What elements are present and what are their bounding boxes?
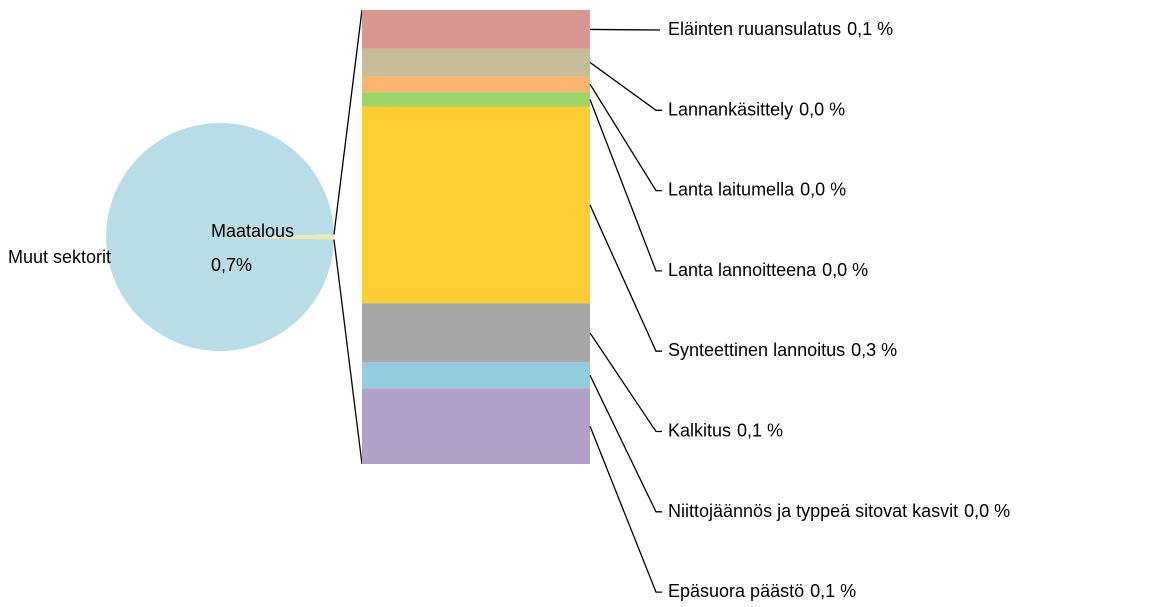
- value-label: 0,1 %: [737, 420, 783, 440]
- leader-line: [589, 28, 661, 31]
- value-label: 0,0 %: [799, 99, 845, 119]
- leader-line: [589, 332, 662, 433]
- bar-label: Eläinten ruuansulatus 0,1 %: [668, 19, 893, 39]
- value-label: 0,0 %: [800, 179, 846, 199]
- pie-label: Muut sektorit: [8, 247, 111, 267]
- bar-label: Niittojäännös ja typpeä sitovat kasvit 0,…: [668, 501, 1010, 521]
- category-label: Eläinten ruuansulatus: [668, 19, 841, 39]
- bar-label: Lanta laitumella 0,0 %: [668, 179, 846, 199]
- bar-label: Synteettinen lannoitus 0,3 %: [668, 340, 897, 360]
- pie-value-label: 0,7%: [211, 255, 252, 275]
- bar-segment: [362, 92, 590, 107]
- bar-segment: [362, 48, 590, 77]
- pie-slice: [105, 123, 334, 352]
- connector: [333, 9, 363, 235]
- pie-slice: [220, 234, 335, 240]
- pie-label: Maatalous: [211, 221, 294, 241]
- leader-line: [589, 99, 662, 272]
- leader-line: [589, 83, 662, 192]
- bar-segment: [362, 106, 590, 304]
- category-label: Synteettinen lannoitus: [668, 340, 845, 360]
- bar-label: Lannankäsittely 0,0 %: [668, 99, 845, 119]
- bar-segment: [362, 362, 590, 389]
- bar-label: Lanta lannoitteena 0,0 %: [668, 260, 868, 280]
- category-label: Kalkitus: [668, 420, 731, 440]
- bar-label: Kalkitus 0,1 %: [668, 420, 783, 440]
- value-label: 0,1 %: [810, 581, 856, 601]
- value-label: 0,0 %: [964, 501, 1010, 521]
- leader-line: [589, 425, 662, 593]
- category-label: Niittojäännös ja typpeä sitovat kasvit: [668, 501, 958, 521]
- leader-line: [589, 61, 662, 111]
- value-label: 0,0 %: [822, 260, 868, 280]
- connector: [333, 239, 363, 465]
- leader-line: [589, 374, 662, 513]
- bar-label: Epäsuora päästö 0,1 %: [668, 581, 856, 601]
- leader-line: [589, 204, 662, 352]
- category-label: Lannankäsittely: [668, 99, 793, 119]
- bar-segment: [362, 10, 590, 49]
- value-label: 0,3 %: [851, 340, 897, 360]
- category-label: Epäsuora päästö: [668, 581, 804, 601]
- bar-segment: [362, 388, 590, 464]
- bar-segment: [362, 303, 590, 363]
- value-label: 0,1 %: [847, 19, 893, 39]
- bar-segment: [362, 76, 590, 93]
- category-label: Lanta laitumella: [668, 179, 795, 199]
- category-label: Lanta lannoitteena: [668, 260, 817, 280]
